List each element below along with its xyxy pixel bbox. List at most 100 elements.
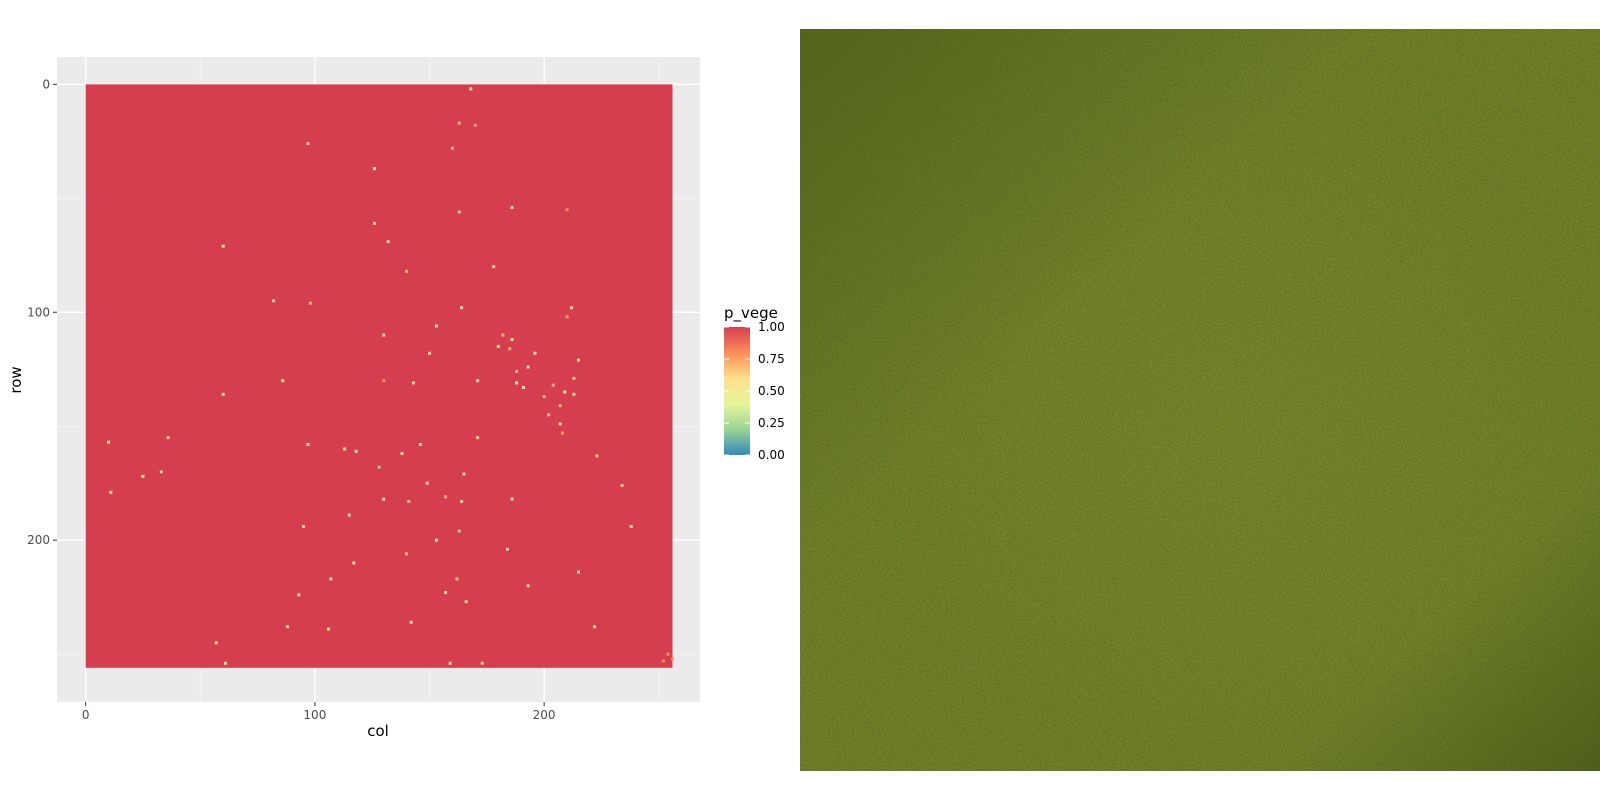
heatmap-cell [560,431,564,435]
heatmap-cell [510,205,514,209]
heatmap-cell [382,379,386,383]
heatmap-cell [306,442,310,446]
heatmap-cell [501,333,505,337]
heatmap-cell [595,454,599,458]
heatmap-cell [563,390,567,394]
heatmap-cell [526,365,530,369]
heatmap-cell [382,333,386,337]
heatmap-cell [428,351,431,355]
heatmap-cell [434,324,438,328]
heatmap-cell [526,584,530,588]
heatmap-cell [306,142,310,146]
legend: p_vege 1.00 0.75 0.50 0.25 0.00 [724,304,785,462]
y-tick-label: 0 [42,77,50,91]
heatmap-cell [272,299,276,303]
heatmap-cell [522,385,525,389]
heatmap-cell [551,383,555,387]
heatmap-cell [572,376,576,380]
x-tick-label: 100 [303,708,326,722]
aerial-grass-photo [800,29,1600,771]
heatmap-cell [425,481,429,485]
heatmap-cell [354,449,358,453]
heatmap-cell [109,490,113,494]
x-tick-label: 0 [82,708,90,722]
legend-label: 0.75 [758,352,785,366]
heatmap-cell [577,358,580,362]
heatmap-cell [629,525,633,528]
heatmap-cell [377,465,381,469]
heatmap-cell [533,351,537,355]
legend-ticks: 1.00 0.75 0.50 0.25 0.00 [724,320,785,462]
heatmap-cell [558,422,562,426]
legend-label: 0.00 [758,448,785,462]
y-tick-label: 100 [27,305,50,319]
legend-label: 0.25 [758,416,785,430]
grass-texture [800,29,1600,771]
legend-label: 0.50 [758,384,785,398]
heatmap-cell [572,392,576,396]
heatmap-cell [492,265,496,269]
heatmap-cell [308,301,312,305]
heatmap-cell [496,344,500,348]
heatmap-cell [450,146,454,150]
heatmap-cell [400,452,404,456]
heatmap-cell [214,641,218,645]
heatmap-cell [661,659,665,663]
x-tick-label: 200 [533,708,556,722]
y-axis: 0 100 200 [27,77,57,547]
heatmap-cell [347,513,351,517]
heatmap-cell [457,121,461,125]
heatmap-cell [510,338,514,342]
heatmap-cell [418,442,422,446]
heatmap-cell [469,87,473,91]
heatmap-cell [444,495,448,499]
heatmap-cell [221,392,225,396]
legend-title: p_vege [724,304,778,323]
heatmap-cell [448,661,452,665]
heatmap-cell [547,413,551,417]
heatmap-cell [460,499,464,503]
heatmap-cell [515,370,519,374]
heatmap-cell [480,661,484,665]
heatmap-cell [281,379,285,383]
heatmap-cell [510,497,514,501]
heatmap-cell [166,436,170,440]
heatmap-cell [570,306,574,310]
heatmap-cell [558,404,562,408]
heatmap-cell [444,591,448,595]
heatmap-cell [593,625,597,629]
heatmap-cell [407,499,411,503]
heatmap-cell [464,600,468,604]
y-tick-label: 200 [27,533,50,547]
heatmap-cell [372,167,376,171]
heatmap-cell [107,440,111,444]
heatmap-cell [382,497,386,501]
heatmap-cell [565,208,569,212]
heatmap-cell [297,593,301,597]
heatmap-cell [505,547,509,551]
heatmap-cell [515,381,519,385]
heatmap-cell [508,347,512,351]
heatmap-cell [327,627,331,631]
heatmap-cell [223,661,227,665]
x-axis: 0 100 200 [82,702,556,722]
x-axis-title: col [367,722,389,740]
heatmap-cell [372,221,376,225]
heatmap-cell [159,470,163,474]
heatmap-cell [457,210,461,214]
heatmap-cell [476,379,480,383]
heatmap-cell [301,525,305,528]
heatmap-cell [221,244,225,248]
heatmap-cell [411,381,415,385]
heatmap-cell [577,570,580,574]
heatmap-cell [285,625,289,629]
heatmap-cell [434,538,438,542]
heatmap-cell [455,577,459,581]
heatmap-cell [542,395,546,399]
heatmap-cell [462,472,466,476]
y-axis-title: row [7,366,25,393]
heatmap-cell [141,474,145,478]
heatmap-cell [457,529,461,533]
heatmap-cell [386,240,390,244]
